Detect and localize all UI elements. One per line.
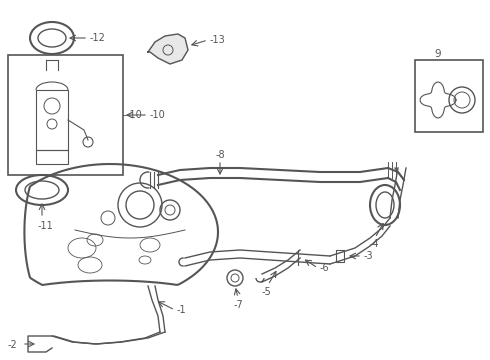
Bar bbox=[415, 60, 483, 132]
Polygon shape bbox=[148, 34, 188, 64]
Text: -3: -3 bbox=[364, 251, 373, 261]
Text: -10: -10 bbox=[127, 110, 143, 120]
Bar bbox=[36, 90, 68, 150]
Text: -4: -4 bbox=[370, 239, 380, 249]
Text: -1: -1 bbox=[177, 305, 187, 315]
Bar bbox=[336, 250, 344, 262]
Text: -6: -6 bbox=[320, 263, 330, 273]
Text: -12: -12 bbox=[90, 33, 106, 43]
Text: -5: -5 bbox=[262, 287, 272, 297]
Text: -11: -11 bbox=[38, 221, 54, 231]
Bar bbox=[36, 150, 68, 164]
Text: -2: -2 bbox=[8, 340, 18, 350]
Text: -10: -10 bbox=[150, 110, 166, 120]
Text: -8: -8 bbox=[216, 150, 225, 160]
Bar bbox=[8, 55, 123, 175]
Text: -13: -13 bbox=[210, 35, 226, 45]
Text: -7: -7 bbox=[234, 300, 244, 310]
Text: 9: 9 bbox=[435, 49, 441, 59]
